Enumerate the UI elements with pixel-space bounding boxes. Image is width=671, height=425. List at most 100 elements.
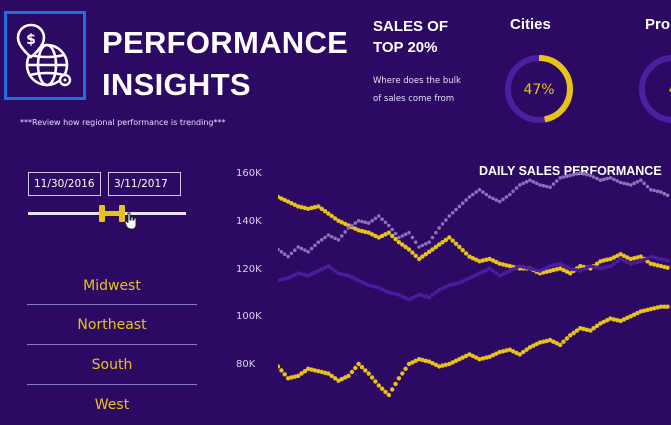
series-2-point [387, 223, 391, 228]
series-3-point [524, 265, 529, 270]
series-2-point [565, 174, 569, 178]
date-slider-start-handle[interactable] [99, 205, 105, 222]
region-item-midwest[interactable]: Midwest [83, 278, 141, 294]
date-slider-end-handle[interactable] [119, 205, 125, 222]
series-4-point [490, 353, 496, 358]
series-4-point [420, 357, 425, 363]
series-2-point [393, 231, 398, 236]
series-3-point [635, 260, 640, 265]
kpi-products-donut[interactable]: 4 [636, 52, 671, 126]
series-4-point [278, 364, 281, 369]
hand-cursor-icon [124, 212, 137, 230]
series-1-point [285, 199, 291, 204]
series-1-point [450, 238, 455, 243]
logo-frame[interactable]: $ [4, 11, 86, 100]
series-2-point [504, 195, 509, 199]
sales-title-line-1: SALES OF [373, 18, 449, 35]
series-1-point [648, 261, 653, 266]
series-1-point [302, 205, 308, 211]
page-title-line-2: INSIGHTS [102, 67, 251, 102]
series-3-point [326, 264, 331, 269]
series-2-point [531, 180, 536, 184]
series-3-point [494, 271, 499, 276]
series-2-point [598, 178, 603, 182]
series-2-point [434, 230, 438, 235]
series-2-point [595, 176, 599, 181]
svg-text:$: $ [26, 32, 36, 48]
series-4-point [403, 366, 408, 371]
series-2-point [497, 199, 502, 204]
series-2-point [615, 179, 620, 183]
series-3-point [346, 273, 351, 278]
series-1-point [339, 220, 344, 225]
series-1-point [289, 201, 294, 206]
series-2-point [618, 180, 623, 185]
region-item-west[interactable]: West [94, 397, 130, 413]
daily-sales-line-chart[interactable] [278, 150, 671, 406]
series-2-point [329, 234, 334, 239]
series-3-point [622, 258, 626, 263]
series-4-point [356, 361, 361, 367]
series-1-point [463, 251, 469, 256]
series-3-point [286, 276, 291, 281]
series-4-point [611, 317, 617, 322]
series-3-point [366, 283, 371, 288]
series-4-point [571, 330, 576, 336]
series-3-point [615, 259, 620, 264]
series-4-point [326, 371, 331, 376]
series-2-point [346, 226, 351, 230]
series-1-point [447, 235, 452, 240]
series-2-point [464, 198, 468, 202]
series-2-point [612, 177, 616, 182]
series-4-point [638, 309, 643, 314]
series-2-point [639, 178, 643, 182]
start-date-input[interactable]: 11/30/2016 [28, 172, 101, 196]
region-item-south[interactable]: South [91, 357, 133, 373]
series-3-point [343, 272, 348, 277]
series-1-point [578, 263, 583, 269]
series-3-point [652, 255, 657, 260]
series-3-point [544, 265, 549, 270]
series-3-point [470, 274, 475, 279]
series-3-point [507, 268, 512, 273]
series-4-point [339, 376, 344, 382]
series-1-point [440, 240, 445, 245]
kpi-products-ring-track [639, 55, 671, 123]
series-line-1 [278, 194, 670, 276]
region-item-northeast[interactable]: Northeast [77, 317, 147, 333]
series-1-point [460, 248, 465, 253]
series-3-point [558, 261, 563, 266]
series-2-point [444, 218, 448, 222]
series-4-point [285, 376, 291, 381]
series-1-point [615, 253, 620, 258]
series-4-point [343, 375, 348, 380]
series-line-3 [278, 254, 670, 302]
series-2-point [571, 172, 576, 177]
series-2-point [544, 184, 549, 189]
series-2-point [568, 173, 572, 178]
series-4-point [641, 308, 647, 313]
series-4-point [652, 306, 657, 311]
series-3-point [427, 295, 432, 300]
series-2-point [377, 214, 381, 218]
series-4-point [376, 383, 381, 388]
end-date-input[interactable]: 3/11/2017 [108, 172, 181, 196]
series-4-point [537, 340, 543, 345]
series-2-point [390, 227, 394, 232]
series-2-point [420, 243, 425, 248]
series-4-point [369, 375, 375, 380]
series-4-point [494, 351, 499, 356]
series-2-point [591, 175, 596, 179]
series-4-point [353, 365, 358, 371]
series-1-point [279, 196, 284, 201]
series-3-point [282, 276, 287, 281]
series-2-point [477, 187, 482, 192]
series-2-point [427, 240, 431, 244]
series-3-point [585, 265, 589, 270]
kpi-cities-donut[interactable]: 47% [502, 52, 576, 126]
series-3-point [564, 264, 569, 269]
series-3-point [393, 292, 398, 296]
series-3-point [339, 272, 344, 277]
series-1-point [296, 204, 301, 209]
series-2-point [511, 189, 515, 194]
